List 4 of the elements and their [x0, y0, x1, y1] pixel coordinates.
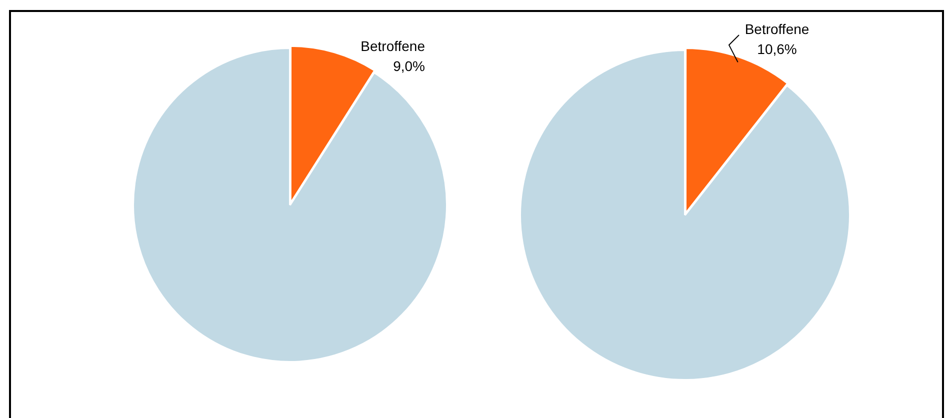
slice-label: Betroffene: [360, 38, 426, 54]
slice-label: Betroffene: [744, 20, 810, 37]
data-label: 9,0%: [393, 58, 425, 74]
data-label: 10,6%: [757, 40, 797, 57]
